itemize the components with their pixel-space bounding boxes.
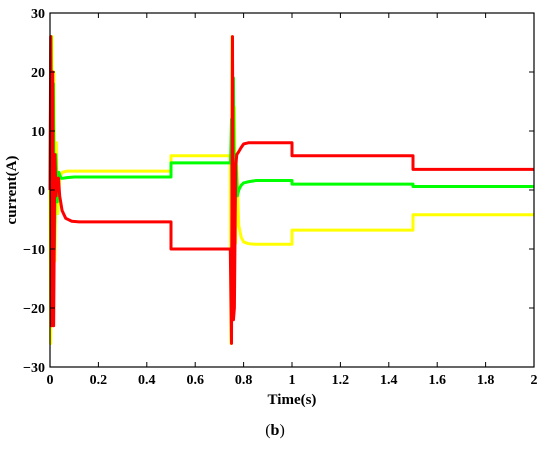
series-line-3 xyxy=(48,35,534,345)
x-tick-label: 0.8 xyxy=(235,373,253,388)
plot-lines xyxy=(48,35,534,345)
x-tick-labels: 0 0.2 0.4 0.6 0.8 1 1.2 1.4 1.6 1.8 2 xyxy=(47,373,538,388)
series-line-1 xyxy=(48,35,534,345)
x-tick-label: 0 xyxy=(47,373,54,388)
caption-prefix: ( xyxy=(265,422,271,439)
x-tick-label: 1.2 xyxy=(332,373,350,388)
x-tick-label: 2 xyxy=(531,373,538,388)
y-tick-label: 0 xyxy=(38,184,45,199)
figure-caption: (b) xyxy=(0,422,550,440)
x-tick-label: 1.6 xyxy=(428,373,446,388)
y-tick-label: 10 xyxy=(31,125,45,140)
y-tick-label: −30 xyxy=(23,361,45,376)
caption-letter: b xyxy=(270,422,280,439)
y-tick-label: 20 xyxy=(31,66,45,81)
plot-frame xyxy=(49,12,535,368)
x-tick-label: 1.4 xyxy=(380,373,398,388)
chart-svg: 0 0.2 0.4 0.6 0.8 1 1.2 1.4 1.6 1.8 2 −30 −20 −10 0 10… xyxy=(4,7,538,408)
y-tick-label: −20 xyxy=(23,302,45,317)
x-tick-label: 1.8 xyxy=(477,373,495,388)
x-tick-label: 0.2 xyxy=(90,373,108,388)
x-axis-label: Time(s) xyxy=(268,392,317,408)
x-tick-label: 0.6 xyxy=(186,373,204,388)
y-tick-label: −10 xyxy=(23,243,45,258)
caption-suffix: ) xyxy=(279,422,285,439)
y-tick-labels: −30 −20 −10 0 10 20 30 xyxy=(23,7,45,376)
y-tick-label: 30 xyxy=(31,7,45,22)
x-tick-label: 0.4 xyxy=(138,373,156,388)
y-axis-label: current(A) xyxy=(4,156,20,225)
ticks xyxy=(49,12,535,368)
series-line-2 xyxy=(48,35,534,322)
x-tick-label: 1 xyxy=(289,373,296,388)
